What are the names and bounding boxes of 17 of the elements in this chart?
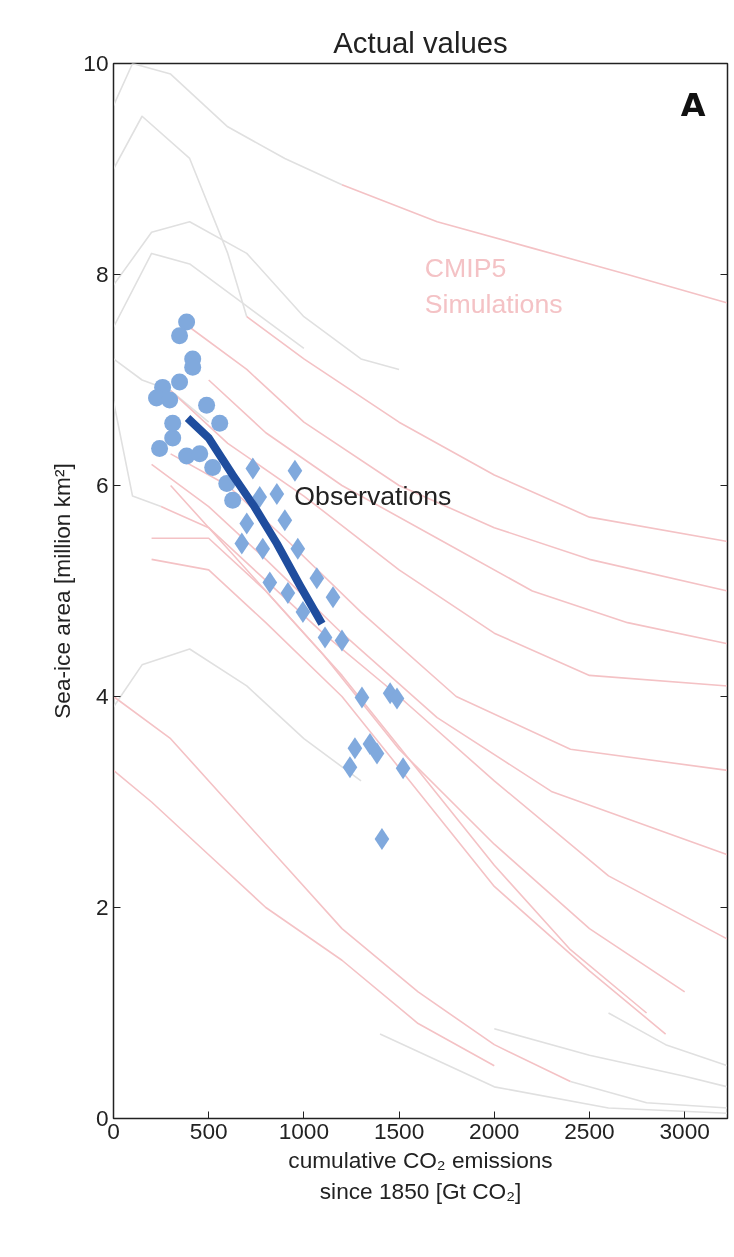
annotation: Observations: [294, 481, 452, 512]
x-tick-label: 3000: [659, 1117, 710, 1144]
y-tick-label: 10: [83, 50, 109, 76]
x-tick-label: 2500: [564, 1117, 615, 1144]
chart-title: Actual values: [333, 25, 508, 59]
y-tick-label: 8: [95, 261, 109, 287]
x-tick-label: 2000: [469, 1117, 520, 1144]
series-label: CMIP5 Simulations: [424, 253, 563, 320]
y-tick-label: 6: [95, 472, 109, 498]
x-axis-title: cumulative CO₂ emissions since 1850 [Gt CO₂]: [288, 1146, 553, 1204]
y-axis-title: Sea-ice area [million km²]: [49, 463, 76, 719]
x-tick-label: 1000: [278, 1117, 330, 1144]
y-tick-label: 2: [95, 894, 109, 920]
y-tick-label: 4: [95, 683, 109, 709]
annotation: A: [680, 85, 706, 124]
x-tick-label: 500: [189, 1117, 228, 1144]
x-tick-label: 1500: [373, 1117, 425, 1144]
